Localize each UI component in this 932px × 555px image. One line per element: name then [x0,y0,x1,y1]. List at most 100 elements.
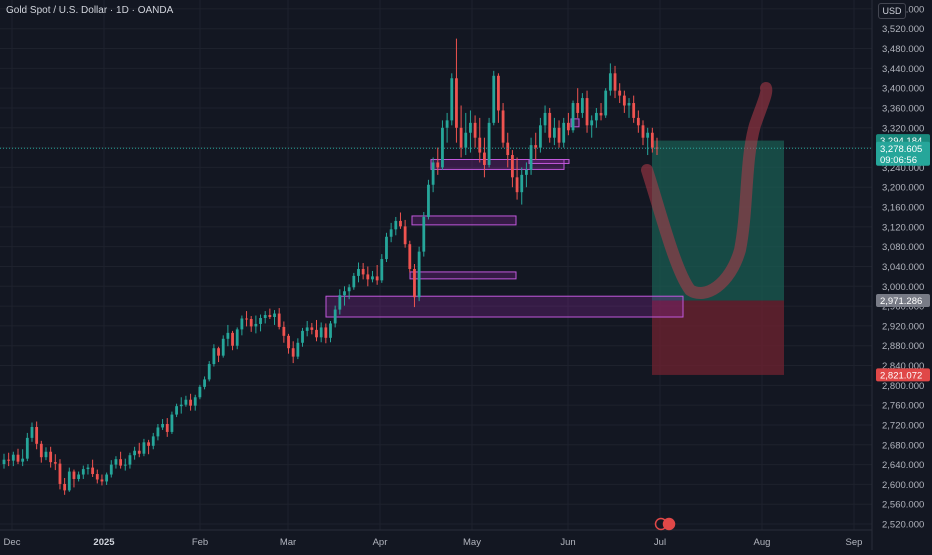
candle-body [464,132,468,148]
y-tick-label: 3,120.000 [882,222,924,233]
candle-body [478,137,482,153]
candle-body [469,122,472,133]
candle-body [329,323,332,338]
candle-body [212,348,216,365]
candle-body [459,127,463,148]
x-tick-label: 2025 [93,537,115,548]
candle-body [287,335,290,349]
candle-body [235,329,239,346]
candle-body [366,274,370,280]
candle-body [315,329,318,338]
x-tick-label: Jun [560,537,575,548]
symbol-title[interactable]: Gold Spot / U.S. Dollar · 1D · OANDA [6,5,174,16]
candle-body [259,318,262,324]
candle-body [226,332,230,339]
candle-body [399,220,402,227]
profit-zone [652,140,784,301]
x-tick-label: Sep [846,537,863,548]
candle-body [515,177,519,193]
candle-body [413,268,416,298]
candle-body [123,464,127,466]
candle-body [268,315,272,318]
candle-body [254,323,258,327]
candle-body [184,399,188,405]
candle-body [198,386,202,398]
candle-body [49,451,53,463]
zone-box [570,118,580,128]
candle-body [343,291,346,296]
candle-body [497,75,500,111]
candle-body [240,318,244,330]
candle-body [492,75,496,123]
candle-body [119,459,123,466]
candle-body [170,414,174,432]
candle-body [580,98,584,113]
candle-body [105,474,109,482]
y-tick-label: 2,560.000 [882,500,924,511]
y-tick-label: 3,320.000 [882,123,924,134]
y-tick-label: 2,960.000 [882,302,924,313]
entry-price-label-bg [876,294,930,308]
candle-body [455,78,458,128]
candle-body [114,459,118,465]
candle-body [203,379,206,387]
candle-body [11,454,15,461]
candle-body [632,103,636,118]
candle-body [385,236,388,260]
candle-body [39,443,43,458]
candle-body [156,427,160,437]
y-tick-label: 2,760.000 [882,401,924,412]
y-tick-label: 3,520.000 [882,24,924,35]
candle-body [543,112,547,126]
candle-body [333,309,337,324]
y-tick-label: 2,520.000 [882,520,924,531]
y-tick-label: 3,200.000 [882,183,924,194]
candle-body [347,287,351,292]
candle-body [357,268,360,276]
candle-body [324,327,328,338]
candle-body [566,122,570,131]
candle-body [100,479,104,482]
candle-body [436,162,440,168]
candle-body [487,122,491,165]
candle-body [538,125,542,148]
y-tick-label: 3,440.000 [882,64,924,75]
candle-body [473,122,477,138]
candle-body [21,458,25,462]
candle-body [408,244,412,269]
candle-body [594,112,598,121]
x-tick-label: Feb [192,537,208,548]
event-markers [654,517,676,531]
candle-body [627,103,631,106]
candle-body [282,326,286,336]
candle-body [394,220,398,230]
x-tick-label: Apr [373,537,388,548]
candle-body [585,98,589,126]
candle-body [506,142,510,156]
candle-body [483,152,486,165]
candle-body [30,426,34,438]
candle-body [520,174,524,193]
candle-body [7,459,11,461]
target-price-label: 3,294.184 [880,136,922,147]
x-tick-label: Mar [280,537,296,548]
candle-body [338,295,342,310]
candle-body [165,424,169,432]
candle-body [646,132,650,138]
candle-body [296,342,300,357]
current-price-label: 3,278.605 [880,144,922,155]
candle-body [245,318,248,320]
currency-button[interactable]: USD [878,3,906,19]
y-tick-label: 3,240.000 [882,163,924,174]
candle-body [147,442,150,446]
event-marker-icon [662,517,676,531]
candle-body [450,78,454,121]
candle-body [72,471,76,479]
y-tick-label: 3,360.000 [882,103,924,114]
candle-body [319,327,323,338]
candle-body [305,327,309,331]
candle-body [427,184,430,217]
candle-body [44,451,48,458]
